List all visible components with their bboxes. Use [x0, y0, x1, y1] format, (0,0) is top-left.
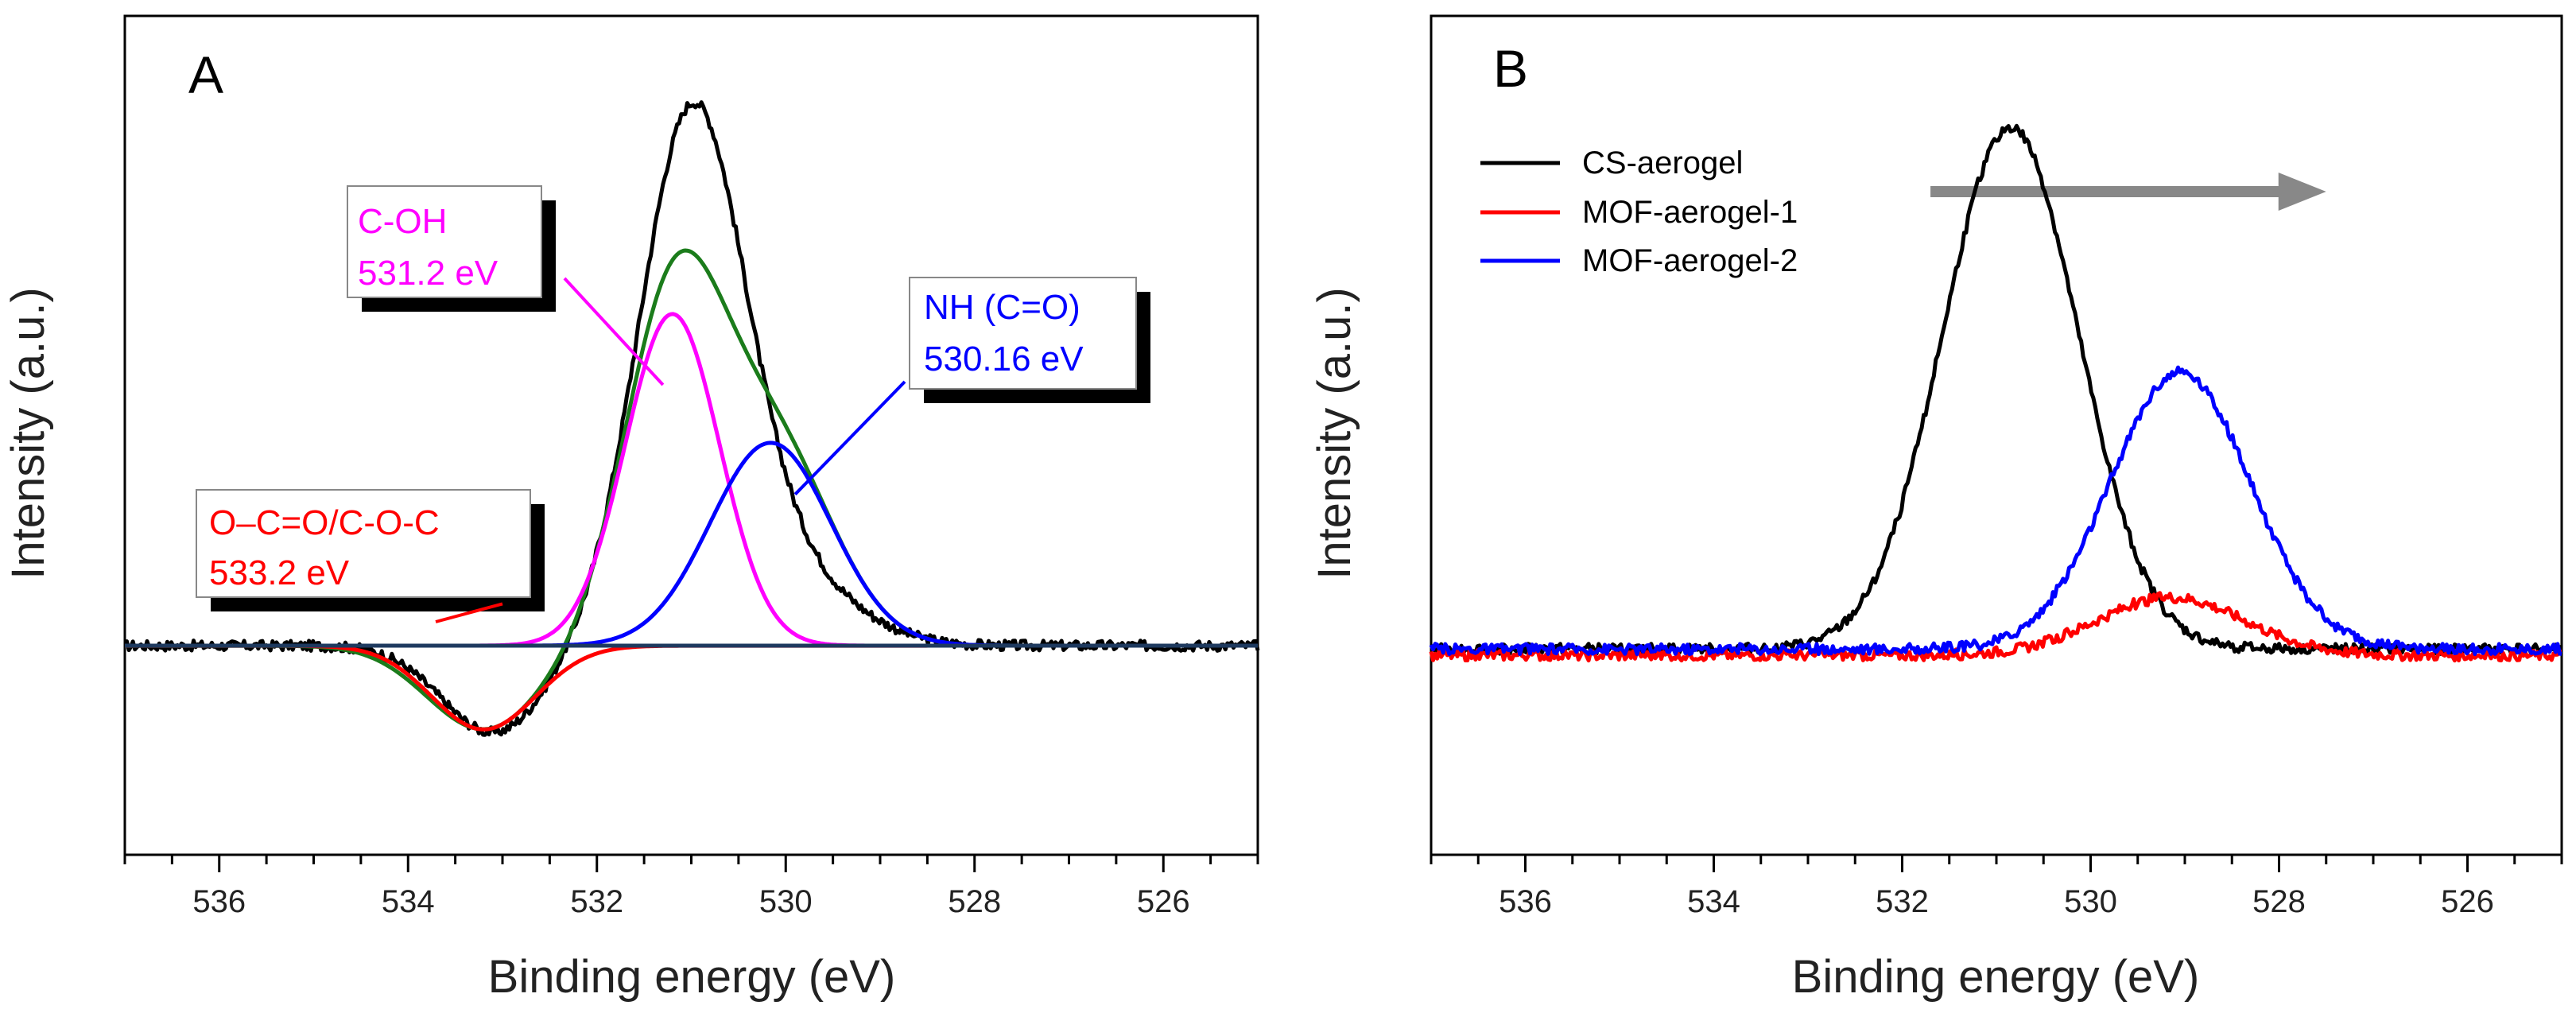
- series-line-mof-aerogel-2: [1429, 365, 2562, 657]
- annotation-c-oh-value: 531.2 eV: [358, 254, 499, 293]
- legend-label-mof-aerogel-2: MOF-aerogel-2: [1582, 243, 1798, 278]
- x-tick-label: 528: [2252, 884, 2306, 919]
- panel-a-x-axis-title: Binding energy (eV): [488, 951, 896, 1003]
- panel-a-x-ticks: 536 534 532 530 528 526: [123, 855, 1259, 919]
- panel-b-curves: [1429, 123, 2562, 663]
- series-line-mof-aerogel-1: [1429, 591, 2562, 663]
- x-tick-label: 530: [759, 884, 813, 919]
- x-tick-label: 530: [2064, 884, 2117, 919]
- panel-b-letter: B: [1493, 39, 1528, 98]
- x-tick-label: 526: [1137, 884, 1190, 919]
- x-tick-label: 534: [1687, 884, 1740, 919]
- panel-b-plot-frame: [1430, 14, 2563, 856]
- x-tick-label: 536: [192, 884, 246, 919]
- panel-a-plot-frame: [123, 14, 1259, 856]
- legend: CS-aerogel MOF-aerogel-1 MOF-aerogel-2: [1480, 146, 1798, 278]
- panel-b-y-axis-title: Intensity (a.u.): [1309, 287, 1360, 579]
- legend-label-cs-aerogel: CS-aerogel: [1582, 146, 1743, 180]
- x-tick-label: 526: [2441, 884, 2494, 919]
- panel-b-x-ticks: 536 534 532 530 528 526: [1430, 855, 2563, 919]
- panel-b-x-axis-title: Binding energy (eV): [1792, 951, 2200, 1003]
- shift-arrow: [1930, 173, 2326, 211]
- annotation-nh-label: NH (C=O): [924, 288, 1080, 327]
- panel-a-y-axis-title: Intensity (a.u.): [2, 287, 54, 579]
- x-tick-label: 528: [948, 884, 1001, 919]
- annotation-c-oh-pointer: [563, 277, 665, 386]
- annotation-oco-pointer: [435, 602, 503, 623]
- legend-label-mof-aerogel-1: MOF-aerogel-1: [1582, 195, 1798, 230]
- panel-a-letter: A: [188, 45, 223, 104]
- series-line-cs-aerogel: [1430, 123, 2562, 657]
- x-tick-label: 532: [570, 884, 623, 919]
- annotation-oco-value: 533.2 eV: [209, 553, 350, 592]
- shift-arrow-head: [2278, 173, 2326, 211]
- annotation-nh: NH (C=O) 530.16 eV: [793, 277, 1150, 496]
- annotation-oco: O–C=O/C-O-C 533.2 eV: [196, 489, 545, 623]
- panel-b: 536 534 532 530 528 526 B CS-aerogel MOF-aero…: [1309, 14, 2563, 1003]
- annotation-nh-value: 530.16 eV: [924, 340, 1084, 378]
- annotation-c-oh-box: [347, 185, 542, 298]
- x-tick-label: 534: [382, 884, 435, 919]
- annotation-nh-box: [909, 277, 1137, 390]
- annotation-nh-pointer: [793, 380, 906, 496]
- x-tick-label: 536: [1499, 884, 1552, 919]
- panel-a-curves: [124, 100, 1260, 737]
- annotation-oco-label: O–C=O/C-O-C: [209, 503, 440, 542]
- annotation-c-oh: C-OH 531.2 eV: [347, 185, 665, 386]
- annotation-c-oh-label: C-OH: [358, 202, 447, 241]
- x-tick-label: 532: [1876, 884, 1929, 919]
- panel-a: 536 534 532 530 528 526 A C-OH 531.2 eV NH (C…: [2, 14, 1260, 1003]
- annotation-oco-box: [196, 489, 531, 598]
